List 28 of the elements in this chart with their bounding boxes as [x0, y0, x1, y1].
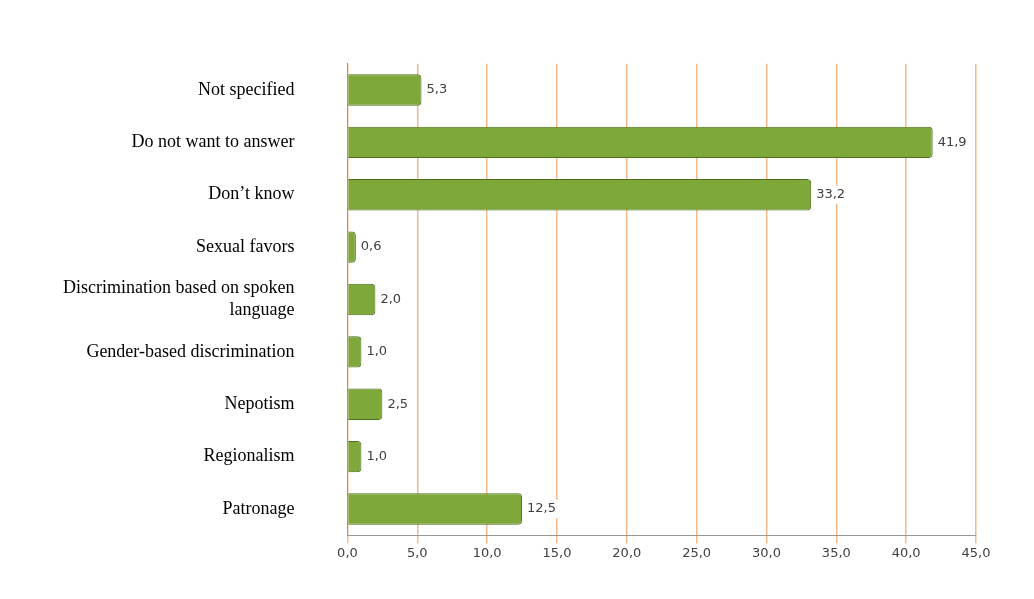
- data-label: 12,5: [527, 500, 557, 516]
- x-tick-label: 45,0: [961, 545, 991, 561]
- y-tick-label: Patronage: [222, 497, 295, 518]
- y-tick-label: Sexual favors: [195, 235, 295, 256]
- x-tick-label: 30,0: [752, 545, 781, 561]
- y-tick-label: Gender-based discrimination: [86, 340, 295, 361]
- data-label: 33,2: [816, 186, 846, 202]
- y-tick-label: Discrimination based on spoken language: [62, 277, 295, 320]
- x-tick-label: 40,0: [891, 545, 921, 561]
- data-label: 1,0: [366, 343, 388, 359]
- y-tick-label: Don’t know: [208, 183, 295, 204]
- x-tick-label: 15,0: [542, 545, 572, 561]
- data-label: 1,0: [366, 448, 388, 464]
- x-tick-label: 5,0: [406, 545, 428, 561]
- x-tick-label: 20,0: [612, 545, 642, 561]
- x-tick-label: 0,0: [337, 545, 358, 561]
- data-label: 2,0: [380, 290, 402, 306]
- x-tick-label: 35,0: [821, 545, 851, 561]
- data-label: 0,6: [360, 238, 382, 254]
- data-label: 5,3: [426, 81, 448, 97]
- y-tick-label: Not specified: [197, 78, 295, 99]
- data-label: 2,5: [387, 395, 409, 411]
- x-tick-label: 25,0: [682, 545, 712, 561]
- y-tick-label: Regionalism: [203, 445, 295, 466]
- x-tick-label: 10,0: [472, 545, 502, 561]
- y-tick-label: Do not want to answer: [131, 131, 295, 152]
- y-tick-label: Nepotism: [224, 392, 295, 413]
- data-label: 41,9: [937, 133, 967, 149]
